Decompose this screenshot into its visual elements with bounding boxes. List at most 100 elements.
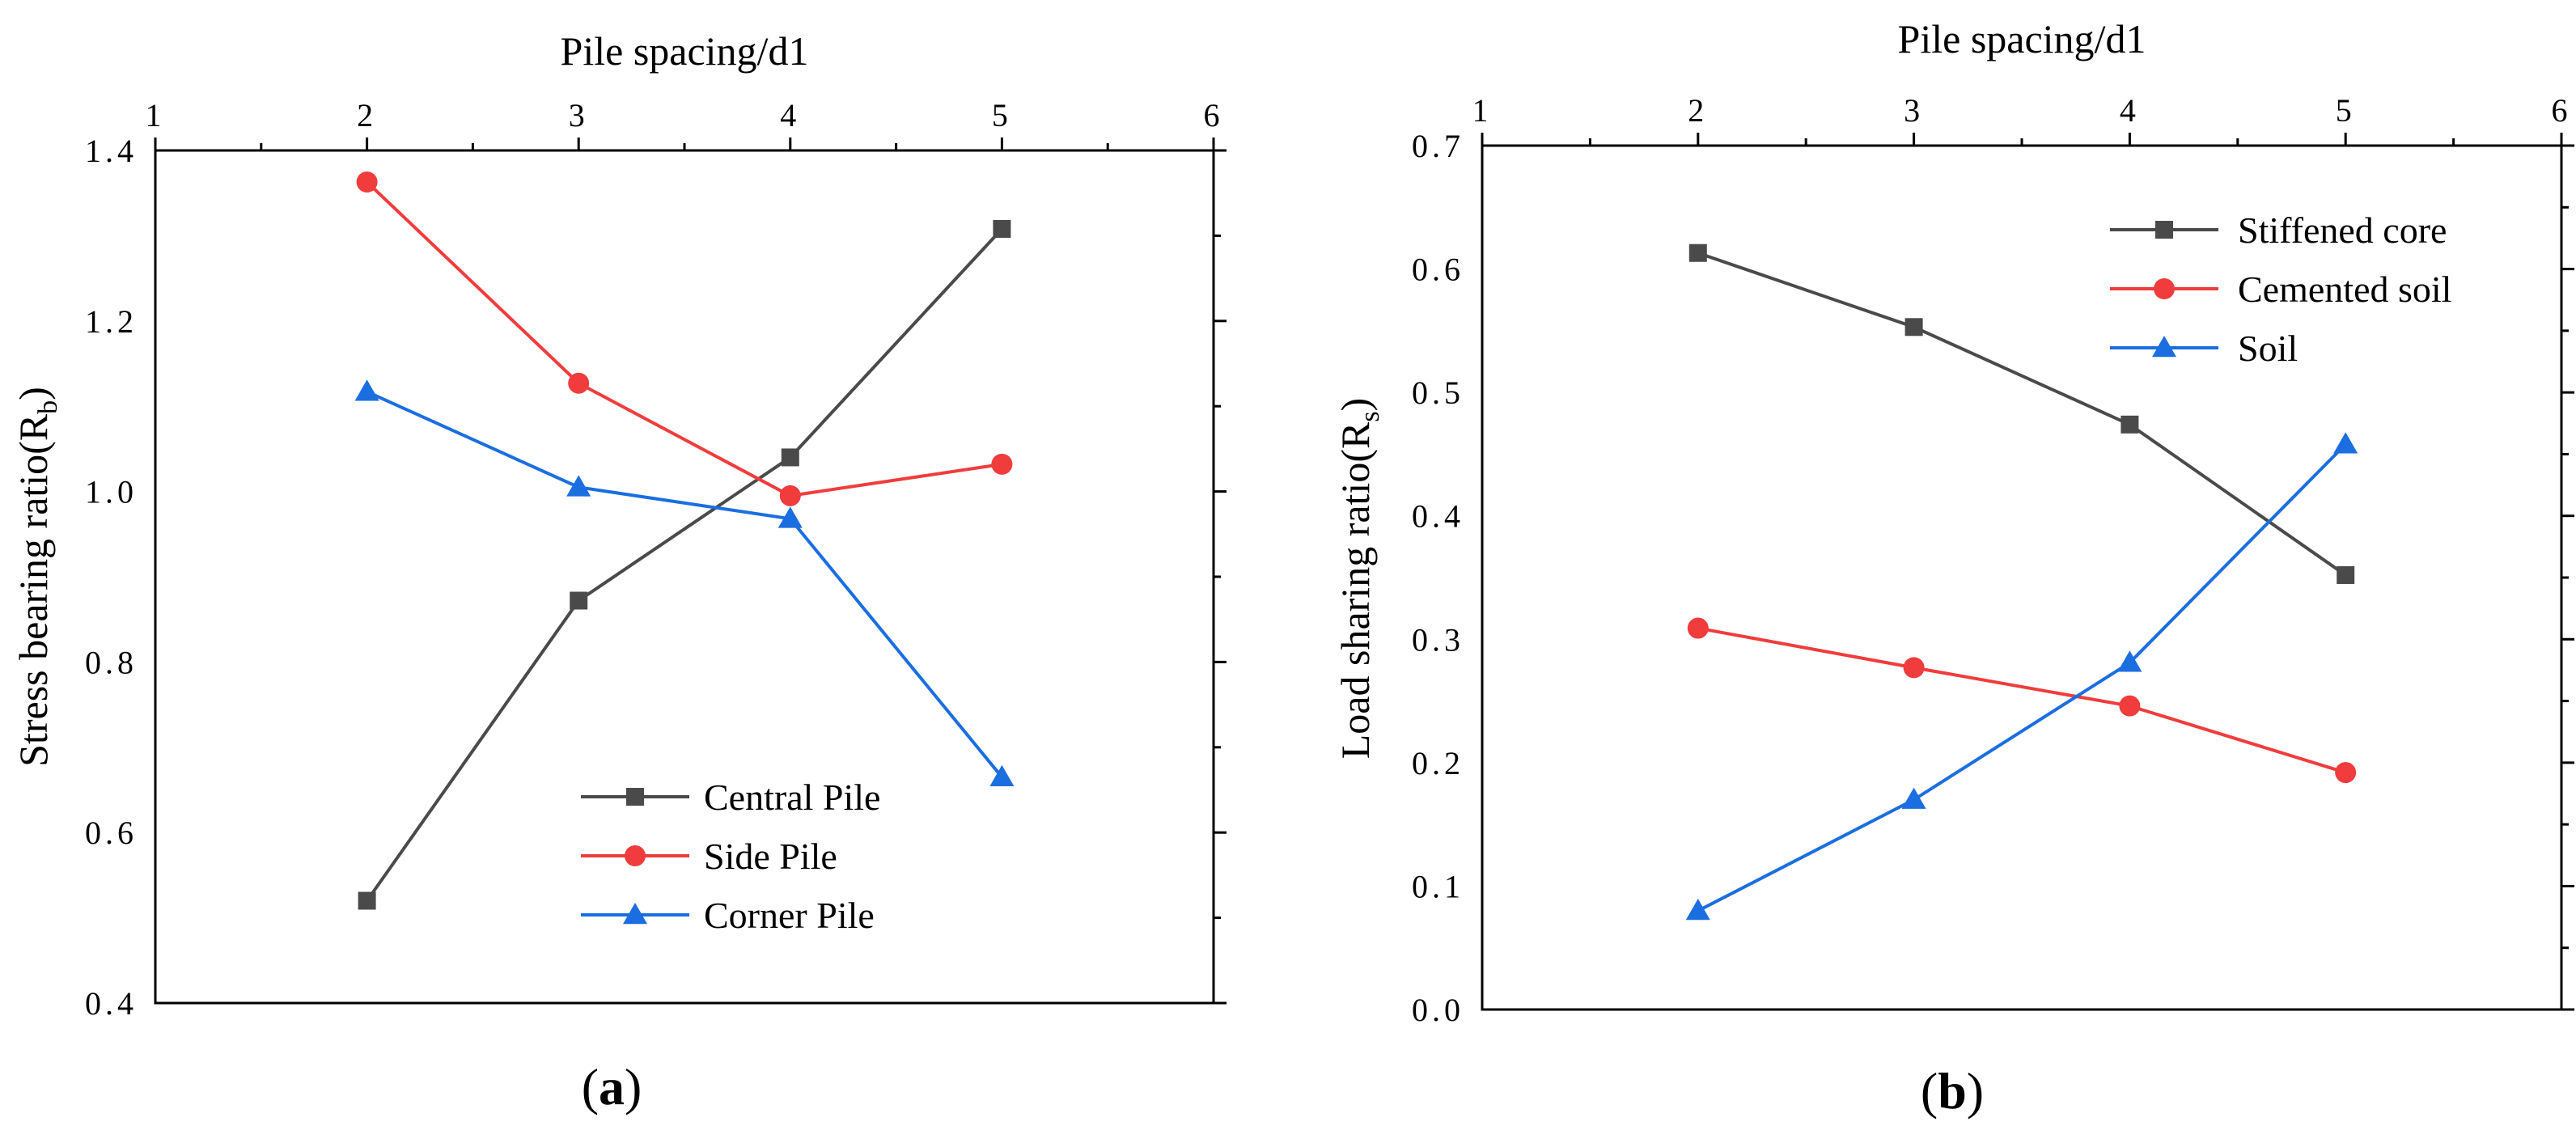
x-tick-label: 5: [992, 97, 1012, 133]
legend-item: Side Pile: [581, 836, 837, 877]
series-stiffened-core: [1688, 243, 2355, 584]
data-point: [1903, 657, 1925, 679]
y-ticks: 0.0 0.1 0.2 0.3 0.4 0.5 0.6 0.7: [1412, 128, 2574, 1028]
data-point: [2335, 762, 2357, 784]
y-tick-label: 0.4: [85, 985, 138, 1022]
legend-marker: [626, 788, 644, 806]
legend-label: Corner Pile: [704, 895, 875, 936]
legend: Central Pile Side Pile Corner Pile: [581, 777, 880, 936]
data-point: [1904, 318, 1923, 337]
legend-marker: [2154, 278, 2175, 299]
x-tick-label: 6: [2552, 92, 2572, 129]
y-ticks: 0.4 0.6 0.8 1.0 1.2 1.4: [85, 133, 1227, 1022]
chart-b: 1 2 3 4 5 6 0.0 0.1 0.2 0.3 0.4 0.5 0.6 0.7 Pile spaci…: [1332, 16, 2574, 1120]
x-tick-label: 2: [357, 97, 377, 133]
legend-label: Cemented soil: [2238, 269, 2451, 310]
x-axis-title: Pile spacing/d1: [1898, 16, 2146, 61]
panel-label: (b): [1921, 1062, 1984, 1120]
y-tick-label: 0.1: [1412, 868, 1464, 904]
y-axis-title-close: ): [11, 387, 56, 400]
x-tick-label: 5: [2336, 92, 2356, 129]
data-point: [2337, 565, 2355, 584]
legend-marker: [2152, 336, 2176, 358]
data-point: [1688, 243, 1707, 262]
panel-label-letter: b: [1938, 1062, 1967, 1120]
panel-label-open: (: [582, 1058, 599, 1115]
legend-label: Central Pile: [704, 777, 880, 818]
data-point: [570, 591, 588, 610]
data-point: [354, 379, 379, 401]
x-tick-label: 4: [2120, 92, 2140, 129]
data-point: [2333, 432, 2358, 454]
y-tick-label: 0.4: [1412, 498, 1464, 535]
data-point: [1687, 617, 1709, 639]
y-axis-title-subscript: b: [33, 400, 63, 414]
legend-item: Cemented soil: [2110, 269, 2451, 310]
x-tick-label: 4: [780, 97, 800, 133]
series-soil: [1685, 432, 2358, 921]
data-point: [566, 475, 591, 497]
y-tick-label: 0.6: [1412, 252, 1464, 288]
data-point: [1901, 787, 1926, 809]
y-axis-title-close: ): [1332, 398, 1378, 412]
series-line: [366, 180, 1002, 497]
series-central-pile: [358, 219, 1011, 910]
series-line: [365, 227, 1003, 902]
series-line: [1697, 626, 2346, 774]
x-tick-label: 1: [146, 97, 166, 133]
data-point: [991, 453, 1013, 475]
data-point: [993, 219, 1011, 238]
series-side-pile: [356, 171, 1013, 506]
y-tick-label: 0.3: [1412, 621, 1464, 658]
x-tick-label: 1: [1472, 92, 1493, 129]
y-tick-label: 0.6: [85, 815, 138, 851]
data-point: [568, 372, 590, 394]
data-point: [358, 891, 376, 910]
data-point: [781, 448, 799, 467]
y-tick-label: 0.8: [85, 644, 138, 680]
x-tick-label: 3: [569, 97, 589, 133]
x-tick-label: 3: [1904, 92, 1924, 129]
legend-item: Soil: [2110, 328, 2298, 369]
legend-marker: [625, 845, 646, 866]
legend-marker: [2155, 221, 2173, 239]
x-axis-title: Pile spacing/d1: [561, 28, 809, 74]
series-line: [1697, 251, 2347, 577]
series-corner-pile: [354, 379, 1015, 786]
data-point: [2119, 695, 2141, 717]
panel-label-close: ): [1967, 1062, 1984, 1120]
legend-item: Central Pile: [581, 777, 880, 818]
series-cemented-soil: [1687, 617, 2357, 784]
x-tick-label: 6: [1204, 97, 1224, 133]
series-line: [366, 390, 1003, 778]
data-point: [777, 506, 803, 528]
legend: Stiffened core Cemented soil Soil: [2110, 210, 2451, 369]
y-tick-label: 0.2: [1412, 745, 1464, 781]
data-point: [356, 171, 378, 193]
panel-label: (a): [582, 1058, 642, 1115]
data-point: [2121, 415, 2139, 434]
y-tick-label: 1.4: [85, 133, 138, 169]
y-axis-title-subscript: s: [1355, 411, 1385, 421]
legend-label: Side Pile: [704, 836, 837, 877]
y-axis-title-main: Stress bearing ratio(R: [11, 413, 56, 767]
y-axis-title: Load sharing ratio(Rs): [1332, 398, 1385, 759]
plot-frame: [154, 149, 1215, 1005]
legend-label: Soil: [2238, 328, 2298, 369]
legend-item: Stiffened core: [2110, 210, 2447, 251]
data-point: [989, 764, 1015, 786]
series-line: [1697, 442, 2347, 912]
data-point: [1685, 898, 1710, 921]
y-tick-label: 1.0: [85, 474, 138, 510]
y-tick-label: 0.7: [1412, 128, 1464, 164]
y-tick-label: 0.0: [1412, 992, 1464, 1028]
y-axis-title: Stress bearing ratio(Rb): [11, 387, 63, 767]
x-ticks: 1 2 3 4 5 6: [146, 97, 1224, 150]
data-point: [2117, 650, 2142, 672]
y-axis-title-main: Load sharing ratio(R: [1332, 421, 1378, 759]
x-ticks: 1 2 3 4 5 6: [1472, 92, 2572, 146]
legend-item: Corner Pile: [581, 895, 875, 936]
panel-label-close: ): [625, 1058, 642, 1115]
y-tick-label: 0.5: [1412, 375, 1464, 411]
